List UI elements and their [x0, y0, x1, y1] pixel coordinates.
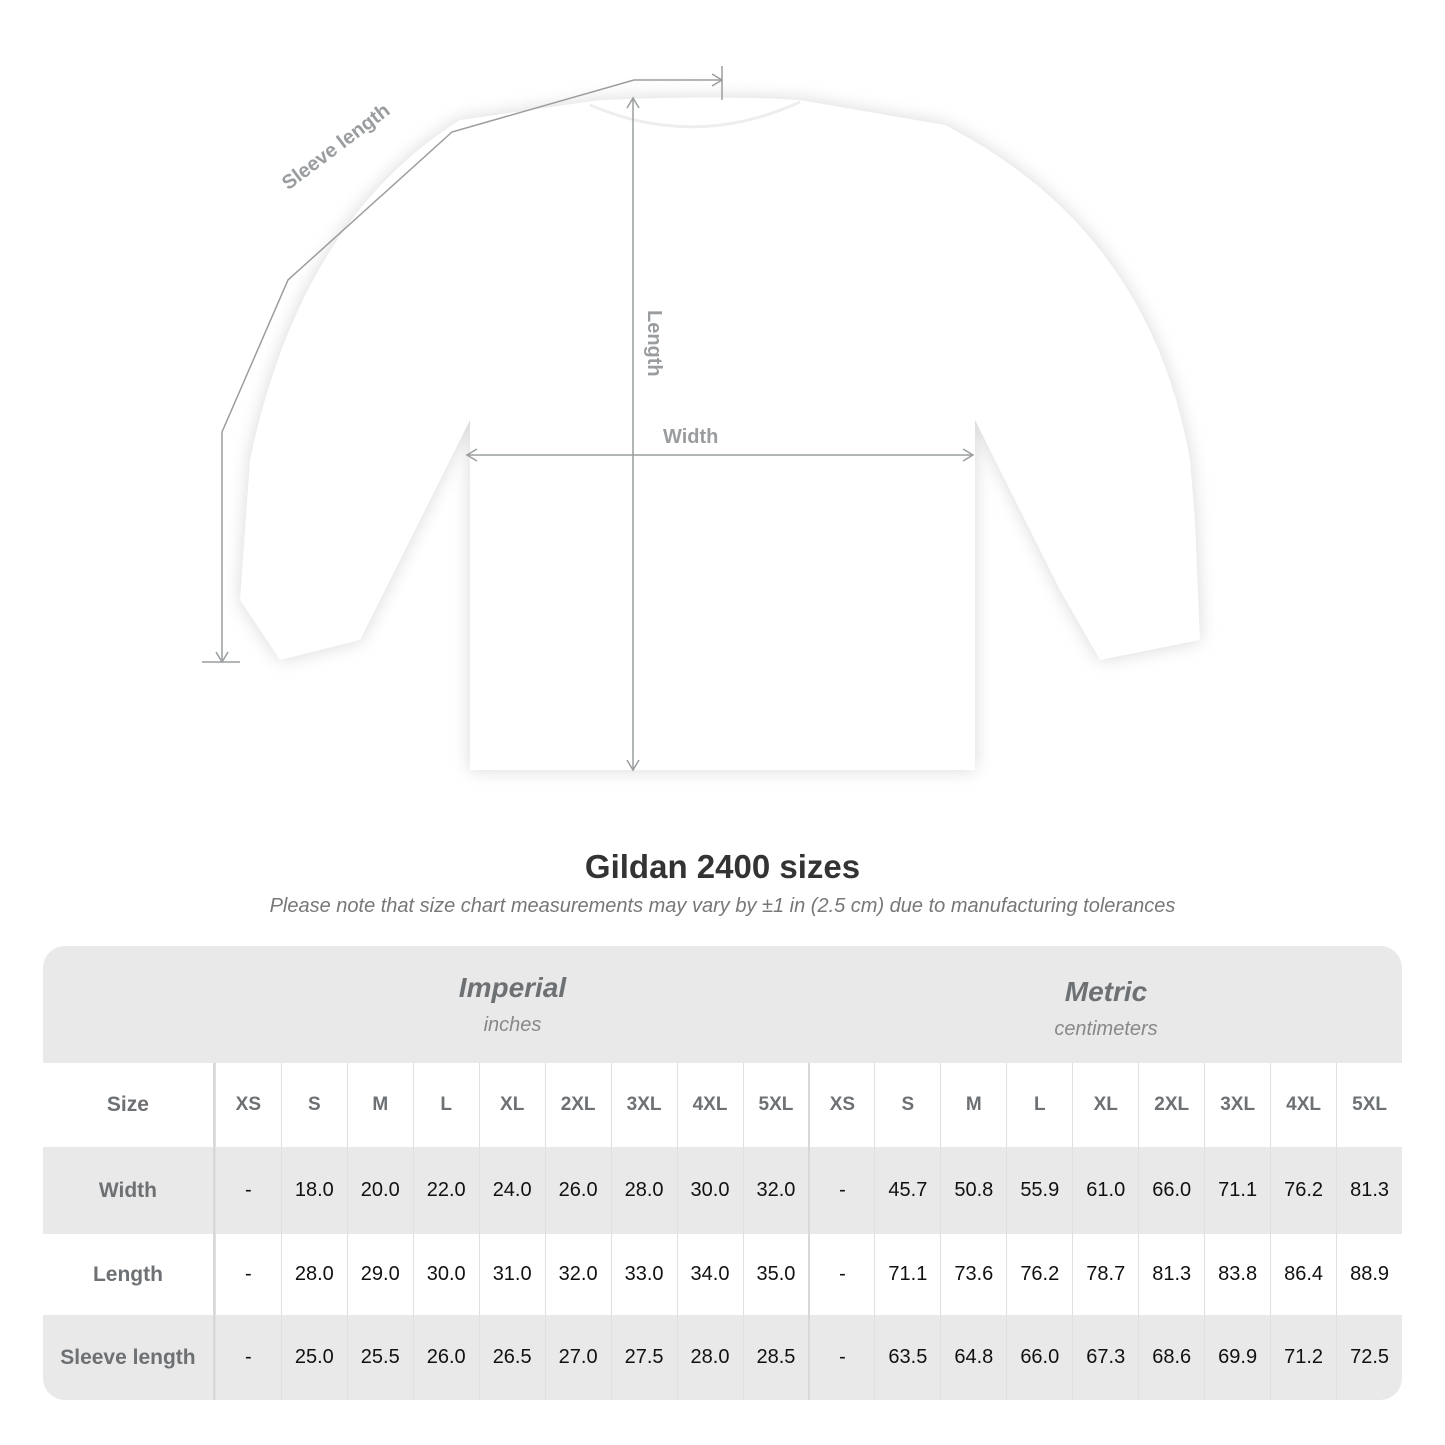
imperial-value: 20.0 [346, 1147, 413, 1234]
metric-size-4xl: 4XL [1270, 1063, 1336, 1147]
metric-value: 69.9 [1204, 1315, 1270, 1400]
metric-value: 71.1 [874, 1234, 940, 1315]
imperial-size-3xl: 3XL [610, 1063, 677, 1147]
metric-value: 76.2 [1270, 1147, 1336, 1234]
shirt-body [240, 97, 1200, 770]
metric-value: 86.4 [1270, 1234, 1336, 1315]
imperial-value: 35.0 [742, 1234, 809, 1315]
metric-value: 63.5 [874, 1315, 940, 1400]
imperial-value: 18.0 [280, 1147, 347, 1234]
metric-value: 76.2 [1006, 1234, 1072, 1315]
metric-size-s: S [874, 1063, 940, 1147]
imperial-value: 26.0 [544, 1147, 611, 1234]
metric-value: 45.7 [874, 1147, 940, 1234]
imperial-size-5xl: 5XL [742, 1063, 809, 1147]
imperial-value: 25.0 [280, 1315, 347, 1400]
imperial-value: 30.0 [676, 1147, 743, 1234]
metric-value: 73.6 [940, 1234, 1006, 1315]
imperial-value: 26.0 [412, 1315, 479, 1400]
table-row: Sleeve length -25.0 25.5 26.0 26.5 27.0 27.5 28… [43, 1315, 1402, 1400]
metric-value: 50.8 [940, 1147, 1006, 1234]
sleeve-measure-line [221, 79, 722, 660]
imperial-value: 32.0 [742, 1147, 809, 1234]
imperial-size-m: M [346, 1063, 413, 1147]
metric-value: 66.0 [1138, 1147, 1204, 1234]
table-row: Length -28.0 29.0 30.0 31.0 32.0 33.0 34.0 35.0-… [43, 1234, 1402, 1315]
imperial-value: 29.0 [346, 1234, 413, 1315]
size-header: Size [43, 1063, 215, 1147]
metric-value: 55.9 [1006, 1147, 1072, 1234]
metric-value: 68.6 [1138, 1315, 1204, 1400]
imperial-value: 30.0 [412, 1234, 479, 1315]
system-header-band [43, 946, 1402, 1063]
metric-unit: centimeters [1054, 1018, 1158, 1040]
imperial-value: 28.0 [676, 1315, 743, 1400]
shirt-diagram [202, 66, 1200, 772]
metric-value: 78.7 [1072, 1234, 1138, 1315]
metric-size-3xl: 3XL [1204, 1063, 1270, 1147]
metric-value: 83.8 [1204, 1234, 1270, 1315]
row-label: Length [43, 1234, 215, 1315]
imperial-value: 34.0 [676, 1234, 743, 1315]
collar [589, 100, 801, 129]
metric-size-xs: XS [808, 1063, 874, 1147]
imperial-size-2xl: 2XL [544, 1063, 611, 1147]
imperial-header: Imperial inches [215, 972, 810, 1037]
metric-value: 71.1 [1204, 1147, 1270, 1234]
imperial-size-xs: XS [214, 1063, 281, 1147]
metric-size-5xl: 5XL [1336, 1063, 1402, 1147]
imperial-value: 26.5 [478, 1315, 545, 1400]
metric-value: 66.0 [1006, 1315, 1072, 1400]
size-header-row: Size XS S M L XL 2XL 3XL 4XL 5XL XS S M L XL 2XL 3XL 4XL 5… [43, 1063, 1402, 1147]
table-row: Width -18.0 20.0 22.0 24.0 26.0 28.0 30.0 32.0-4… [43, 1147, 1402, 1234]
imperial-value: 33.0 [610, 1234, 677, 1315]
metric-header: Metric centimeters [810, 976, 1402, 1041]
metric-size-2xl: 2XL [1138, 1063, 1204, 1147]
row-label: Sleeve length [43, 1315, 215, 1400]
metric-value: 67.3 [1072, 1315, 1138, 1400]
imperial-value: 24.0 [478, 1147, 545, 1234]
metric-value: - [808, 1315, 874, 1400]
metric-value: - [808, 1147, 874, 1234]
metric-value: 88.9 [1336, 1234, 1402, 1315]
metric-value: 64.8 [940, 1315, 1006, 1400]
imperial-value: 27.0 [544, 1315, 611, 1400]
imperial-value: - [214, 1147, 281, 1234]
metric-value: 61.0 [1072, 1147, 1138, 1234]
imperial-size-4xl: 4XL [676, 1063, 743, 1147]
length-label: Length [643, 310, 665, 377]
imperial-unit: inches [483, 1014, 542, 1036]
metric-value: - [808, 1234, 874, 1315]
imperial-value: 25.5 [346, 1315, 413, 1400]
page-title: Gildan 2400 sizes [584, 848, 861, 885]
imperial-value: - [214, 1315, 281, 1400]
imperial-value: 27.5 [610, 1315, 677, 1400]
imperial-value: - [214, 1234, 281, 1315]
metric-size-xl: XL [1072, 1063, 1138, 1147]
imperial-value: 28.0 [610, 1147, 677, 1234]
imperial-value: 32.0 [544, 1234, 611, 1315]
imperial-size-xl: XL [478, 1063, 545, 1147]
metric-value: 72.5 [1336, 1315, 1402, 1400]
tolerance-note: Please note that size chart measurements… [269, 895, 1176, 917]
imperial-value: 22.0 [412, 1147, 479, 1234]
row-label: Width [43, 1147, 215, 1234]
size-table: Imperial inches Metric centimeters Size X… [43, 946, 1402, 1400]
width-label: Width [663, 426, 719, 448]
metric-value: 81.3 [1138, 1234, 1204, 1315]
imperial-value: 28.5 [742, 1315, 809, 1400]
imperial-size-l: L [412, 1063, 479, 1147]
imperial-value: 31.0 [478, 1234, 545, 1315]
metric-size-m: M [940, 1063, 1006, 1147]
metric-name: Metric [1064, 976, 1148, 1007]
imperial-name: Imperial [458, 972, 567, 1003]
imperial-size-s: S [280, 1063, 347, 1147]
imperial-value: 28.0 [280, 1234, 347, 1315]
metric-value: 71.2 [1270, 1315, 1336, 1400]
metric-value: 81.3 [1336, 1147, 1402, 1234]
metric-size-l: L [1006, 1063, 1072, 1147]
